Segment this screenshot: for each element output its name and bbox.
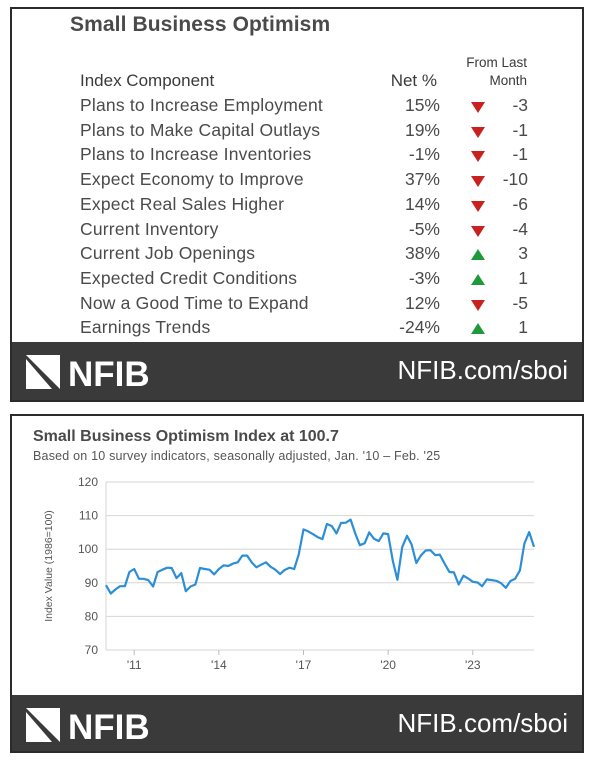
net-percent: 12% xyxy=(404,292,440,313)
footer-bar: NFIB NFIB.com/sboi xyxy=(12,695,582,751)
change-value: -6 xyxy=(512,193,528,214)
x-tick-label: '11 xyxy=(127,658,142,672)
arrow-down-icon xyxy=(471,200,485,212)
x-tick-label: '20 xyxy=(380,658,396,672)
y-tick-label: 110 xyxy=(79,509,98,523)
change-value: -10 xyxy=(502,169,528,190)
y-tick-label: 120 xyxy=(78,475,98,489)
table-row: Expected Credit Conditions -3% 1 xyxy=(12,268,582,293)
arrow-up-icon xyxy=(471,323,485,335)
x-tick-label: '14 xyxy=(211,658,227,672)
table-row: Expect Economy to Improve 37% -10 xyxy=(12,169,582,194)
component-label: Current Inventory xyxy=(80,218,219,239)
optimism-chart-card: Small Business Optimism Index at 100.7 B… xyxy=(10,414,584,753)
y-tick-label: 70 xyxy=(85,643,99,657)
table-row: Plans to Make Capital Outlays 19% -1 xyxy=(12,120,582,145)
arrow-down-icon xyxy=(471,225,485,237)
arrow-down-icon xyxy=(471,151,485,163)
arrow-down-icon xyxy=(471,176,485,188)
logo-text: NFIB xyxy=(68,355,150,391)
net-percent: -1% xyxy=(408,144,440,165)
header-index-component: Index Component xyxy=(80,71,215,90)
component-label: Now a Good Time to Expand xyxy=(80,292,309,313)
net-percent: -3% xyxy=(408,267,440,288)
component-label: Plans to Increase Inventories xyxy=(80,144,312,165)
header-change-line1: From Last xyxy=(466,55,527,70)
change-value: 1 xyxy=(518,267,528,288)
arrow-down-icon xyxy=(471,126,485,138)
table-row: Earnings Trends -24% 1 xyxy=(12,317,582,342)
component-label: Expect Economy to Improve xyxy=(80,169,304,190)
table-row: Current Inventory -5% -4 xyxy=(12,219,582,244)
table-row: Expect Real Sales Higher 14% -6 xyxy=(12,194,582,219)
component-label: Plans to Make Capital Outlays xyxy=(80,119,321,140)
arrow-down-icon xyxy=(471,299,485,311)
y-tick-label: 90 xyxy=(85,576,99,590)
net-percent: -5% xyxy=(408,218,440,239)
change-value: -5 xyxy=(512,292,528,313)
net-percent: 38% xyxy=(404,243,440,264)
change-value: 3 xyxy=(518,243,528,264)
header-change-line2: Month xyxy=(489,73,527,88)
net-percent: -24% xyxy=(399,317,440,338)
component-label: Earnings Trends xyxy=(80,317,211,338)
table-row: Plans to Increase Inventories -1% -1 xyxy=(12,144,582,169)
footer-url: NFIB.com/sboi xyxy=(397,708,569,738)
footer-bar: NFIB NFIB.com/sboi xyxy=(12,342,582,400)
nfib-logo: NFIB xyxy=(26,708,150,744)
y-tick-label: 100 xyxy=(78,542,98,556)
arrow-down-icon xyxy=(471,102,485,113)
nfib-logo: NFIB xyxy=(26,355,150,391)
change-value: -4 xyxy=(512,218,528,239)
table-title: Small Business Optimism xyxy=(70,13,331,36)
arrow-up-icon xyxy=(471,273,485,285)
chart-subtitle: Based on 10 survey indicators, seasonall… xyxy=(33,449,441,463)
y-axis-title: Index Value (1986=100) xyxy=(43,510,55,622)
arrow-up-icon xyxy=(471,249,485,261)
logo-text: NFIB xyxy=(68,708,150,744)
table-row: Now a Good Time to Expand 12% -5 xyxy=(12,293,582,318)
x-tick-label: '23 xyxy=(465,658,481,672)
y-tick-label: 80 xyxy=(85,609,99,623)
component-label: Expect Real Sales Higher xyxy=(80,193,285,214)
net-percent: 15% xyxy=(404,95,440,115)
change-value: -1 xyxy=(512,119,528,140)
change-value: -1 xyxy=(512,144,528,165)
header-net-percent: Net % xyxy=(390,71,437,90)
optimism-line-chart: 70 80 90 100 110 120 '11 '14 '17 '20 '23 Index Valu… xyxy=(43,475,536,672)
component-label: Current Job Openings xyxy=(80,243,256,264)
change-value: 1 xyxy=(518,317,528,338)
net-percent: 19% xyxy=(404,119,440,140)
index-components-card: Small Business Optimism From Last Month … xyxy=(10,7,584,402)
table-row: Current Job Openings 38% 3 xyxy=(12,243,582,268)
net-percent: 37% xyxy=(404,169,440,190)
series-line xyxy=(105,518,536,595)
change-value: -3 xyxy=(512,95,528,115)
footer-url: NFIB.com/sboi xyxy=(397,355,569,385)
component-label: Plans to Increase Employment xyxy=(80,95,323,115)
component-label: Expected Credit Conditions xyxy=(80,267,298,288)
chart-title: Small Business Optimism Index at 100.7 xyxy=(33,428,339,445)
x-tick-label: '17 xyxy=(296,658,312,672)
table-row: Plans to Increase Employment 15% -3 xyxy=(12,95,582,120)
net-percent: 14% xyxy=(404,193,440,214)
